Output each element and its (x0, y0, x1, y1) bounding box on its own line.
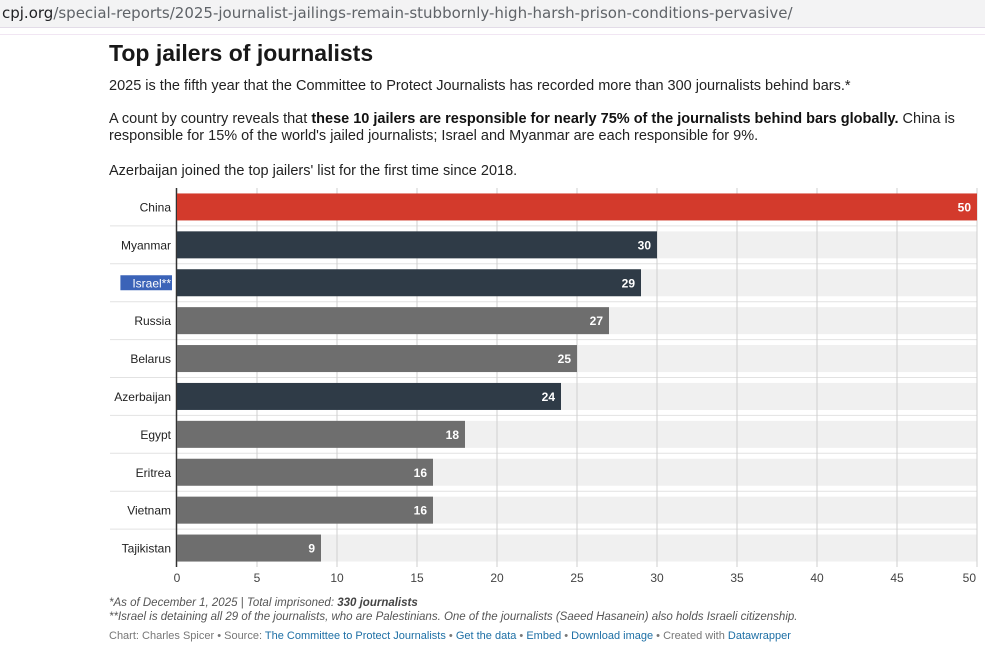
azerbaijan-paragraph: Azerbaijan joined the top jailers' list … (109, 163, 518, 179)
category-label: Russia (134, 314, 171, 328)
value-label: 25 (558, 352, 572, 366)
count-suffix: China is responsible for 15% of the worl… (109, 111, 955, 144)
footnote-total: *As of December 1, 2025 | Total imprison… (109, 596, 797, 610)
value-label: 24 (542, 390, 556, 404)
text-selection-highlight (120, 275, 172, 291)
bar-china (177, 193, 977, 221)
source-link[interactable]: The Committee to Protect Journalists (264, 630, 446, 642)
x-tick-label: 50 (963, 571, 977, 585)
url-path: /special-reports/2025-journalist-jailing… (53, 4, 793, 22)
footnote-total-prefix: *As of December 1, 2025 | Total imprison… (109, 597, 338, 609)
bar-russia (177, 307, 609, 335)
x-tick-label: 35 (730, 571, 744, 585)
bar-tajikistan (177, 534, 321, 562)
address-bar[interactable]: cpj.org/special-reports/2025-journalist-… (0, 0, 985, 28)
category-label: Tajikistan (122, 542, 171, 556)
value-label: 27 (590, 314, 604, 328)
url-host: cpj.org (2, 4, 54, 22)
value-label: 29 (622, 276, 636, 290)
value-label: 16 (414, 466, 428, 480)
get-data-link[interactable]: Get the data (455, 630, 517, 642)
footnote-total-count: 330 journalists (337, 597, 418, 609)
credit-prefix: Chart: Charles Spicer • Source: (109, 630, 265, 642)
x-tick-label: 15 (410, 571, 424, 585)
download-image-link[interactable]: Download image (571, 630, 654, 642)
count-paragraph: A count by country reveals that these 10… (109, 111, 979, 145)
separator: • (445, 630, 456, 642)
bar-vietnam (177, 496, 433, 524)
value-label: 9 (308, 542, 315, 556)
footnotes: *As of December 1, 2025 | Total imprison… (109, 596, 797, 624)
count-prefix: A count by country reveals that (109, 111, 312, 127)
category-label: Israel** (132, 276, 171, 290)
bar-chart: 50China30Myanmar29Israel**27Russia25Bela… (110, 188, 978, 585)
bar-azerbaijan (177, 382, 561, 410)
intro-paragraph: 2025 is the fifth year that the Committe… (109, 78, 851, 94)
value-label: 50 (958, 200, 972, 214)
value-label: 18 (446, 428, 460, 442)
chart-credits: Chart: Charles Spicer • Source: The Comm… (109, 630, 791, 642)
x-tick-label: 20 (490, 571, 504, 585)
x-tick-label: 30 (650, 571, 664, 585)
article-title: Top jailers of journalists (109, 40, 374, 66)
category-label: Belarus (130, 352, 171, 366)
divider (0, 34, 985, 35)
bar-egypt (177, 420, 465, 448)
bar-belarus (177, 345, 577, 373)
x-tick-label: 25 (570, 571, 584, 585)
count-bold: these 10 jailers are responsible for nea… (311, 111, 899, 127)
embed-link[interactable]: Embed (526, 630, 562, 642)
x-tick-label: 5 (254, 571, 261, 585)
category-label: Vietnam (127, 504, 171, 518)
x-tick-label: 0 (174, 571, 181, 585)
separator: • (561, 630, 572, 642)
x-tick-label: 10 (330, 571, 344, 585)
datawrapper-link[interactable]: Datawrapper (727, 630, 791, 642)
bar-israel (177, 269, 641, 297)
category-label: Eritrea (136, 466, 172, 480)
value-label: 16 (414, 504, 428, 518)
category-label: Egypt (140, 428, 171, 442)
category-label: China (140, 200, 172, 214)
footnote-israel: **Israel is detaining all 29 of the jour… (109, 611, 798, 623)
separator: • (516, 630, 527, 642)
created-prefix: • Created with (653, 630, 728, 642)
category-label: Myanmar (121, 238, 171, 252)
value-label: 30 (638, 238, 652, 252)
category-label: Azerbaijan (114, 390, 171, 404)
bar-myanmar (177, 231, 657, 259)
x-tick-label: 40 (810, 571, 824, 585)
bar-eritrea (177, 458, 433, 486)
x-tick-label: 45 (890, 571, 904, 585)
